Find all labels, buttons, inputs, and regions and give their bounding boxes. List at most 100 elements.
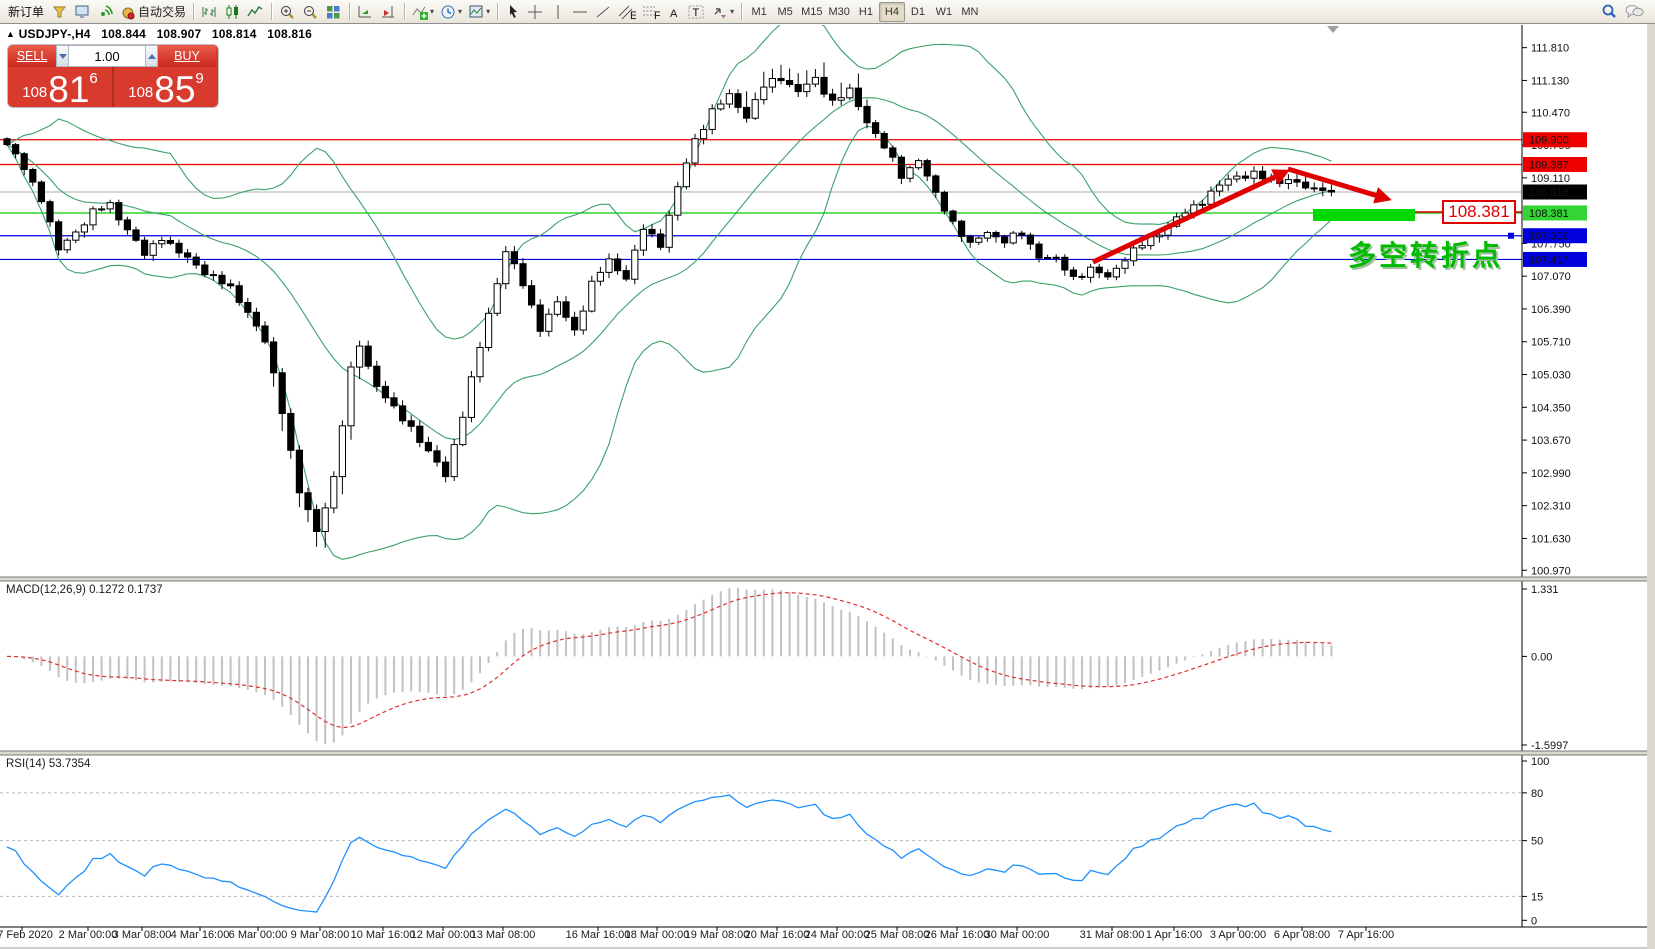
x-axis-label: 19 Mar 08:00 (684, 929, 750, 941)
x-axis-label: 25 Mar 08:00 (864, 929, 930, 941)
buy-button[interactable]: BUY (158, 45, 216, 67)
x-axis-label: 2 Mar 00:00 (58, 929, 118, 941)
svg-text:103.670: 103.670 (1531, 435, 1571, 447)
volume-increase-button[interactable] (145, 45, 158, 67)
chat-button[interactable] (1621, 2, 1647, 22)
terminal-button[interactable] (71, 2, 94, 22)
price-callout-box[interactable]: 108.381 (1442, 200, 1516, 224)
rsi-line (6, 794, 1332, 913)
crosshair-button[interactable] (524, 2, 547, 22)
sell-button[interactable]: SELL (8, 45, 56, 67)
svg-text:105.710: 105.710 (1531, 337, 1571, 349)
search-button[interactable] (1597, 2, 1621, 22)
monitor-icon (75, 5, 89, 18)
periods-button[interactable]: ▾ (437, 2, 465, 22)
text-label-icon: T (688, 5, 704, 19)
zoom-in-icon (281, 5, 294, 19)
metaeditor-button[interactable] (48, 2, 71, 22)
svg-text:104.350: 104.350 (1531, 402, 1571, 414)
volume-decrease-button[interactable] (56, 45, 69, 67)
trendline-button[interactable] (592, 2, 615, 22)
rsi-indicator-label: RSI(14) 53.7354 (6, 758, 90, 770)
x-axis-label: 3 Apr 00:00 (1209, 929, 1267, 941)
separator (497, 3, 499, 20)
signals-button[interactable] (94, 2, 117, 22)
svg-text:0: 0 (1531, 915, 1537, 927)
bull-bear-turning-point-note[interactable]: 多空转折点 (1348, 240, 1504, 271)
buy-price-display[interactable]: 108 85 9 (114, 67, 218, 107)
auto-scroll-button[interactable] (354, 2, 377, 22)
search-icon (1602, 4, 1616, 18)
tf-button-M1[interactable]: M1 (746, 2, 772, 22)
svg-text:109.110: 109.110 (1531, 173, 1570, 185)
chat-bubbles-icon (1625, 5, 1644, 19)
x-axis-label: 30 Mar 00:00 (984, 929, 1050, 941)
tf-button-D1[interactable]: D1 (905, 2, 931, 22)
tile-windows-icon (327, 5, 340, 18)
candlestick-chart-button[interactable] (221, 2, 244, 22)
svg-text:A: A (670, 8, 678, 20)
horizontal-line-icon (573, 11, 588, 12)
text-label-button[interactable]: T (685, 2, 709, 22)
tf-button-M30[interactable]: M30 (826, 2, 853, 22)
separator (193, 3, 195, 20)
clock-icon (441, 5, 455, 18)
x-axis-label: 16 Mar 16:00 (565, 929, 631, 941)
svg-text:T: T (693, 7, 700, 19)
yellow-funnel-icon (52, 6, 67, 17)
x-axis-label: 6 Apr 08:00 (1273, 929, 1331, 941)
chart-shift-marker[interactable] (1327, 26, 1339, 33)
close-value: 108.816 (267, 27, 312, 41)
fibonacci-button[interactable]: F (639, 2, 663, 22)
panel-frames (0, 24, 1655, 949)
rsi-axis[interactable]: 100 80 50 15 0 (1522, 756, 1549, 927)
vertical-line-button[interactable] (547, 2, 569, 22)
volume-input[interactable] (69, 45, 145, 67)
green-highlight-box[interactable] (1313, 209, 1415, 221)
tf-button-MN[interactable]: MN (957, 2, 983, 22)
zoom-in-button[interactable] (276, 2, 299, 22)
tf-button-M5[interactable]: M5 (772, 2, 798, 22)
horizontal-line-button[interactable] (569, 2, 592, 22)
new-order-button[interactable]: 新订单 (4, 2, 48, 22)
macd-histogram (6, 588, 1333, 744)
high-value: 108.907 (156, 27, 202, 41)
arrows-button[interactable]: ▾ (709, 2, 737, 22)
templates-button[interactable]: ▾ (465, 2, 493, 22)
svg-text:101.630: 101.630 (1531, 533, 1571, 545)
trend-arrows[interactable] (1091, 166, 1392, 265)
line-chart-button[interactable] (244, 2, 267, 22)
vertical-line-icon (557, 4, 559, 19)
svg-text:109.900: 109.900 (1529, 135, 1569, 147)
buy-price-head: 108 (128, 84, 154, 101)
macd-axis[interactable]: 1.331 0.00 -1.5997 (1522, 584, 1568, 752)
tf-button-H1[interactable]: H1 (853, 2, 879, 22)
svg-text:107.909: 107.909 (1529, 231, 1569, 243)
toolbar: 新订单 自动交易 (0, 0, 1655, 24)
svg-text:111.810: 111.810 (1531, 43, 1569, 55)
template-icon (469, 5, 483, 17)
equidistant-channel-button[interactable]: E (615, 2, 639, 22)
chart-shift-button[interactable] (377, 2, 400, 22)
tile-windows-button[interactable] (322, 2, 345, 22)
zoom-out-button[interactable] (299, 2, 322, 22)
crosshair-icon (528, 4, 543, 19)
cursor-button[interactable] (502, 2, 524, 22)
indicators-button[interactable]: ▾ (409, 2, 437, 22)
tf-button-M15[interactable]: M15 (798, 2, 825, 22)
macd-indicator-label: MACD(12,26,9) 0.1272 0.1737 (6, 584, 163, 596)
bar-chart-button[interactable] (198, 2, 221, 22)
price-axis[interactable]: 111.810111.130110.470109.790109.110107.7… (1522, 43, 1587, 578)
tf-button-H4[interactable]: H4 (878, 1, 905, 22)
open-value: 108.844 (101, 27, 147, 41)
svg-text:102.310: 102.310 (1531, 501, 1571, 513)
signal-icon (101, 4, 113, 16)
sell-price-display[interactable]: 108 81 6 (8, 67, 114, 107)
svg-text:102.990: 102.990 (1531, 468, 1571, 480)
text-button[interactable]: A (663, 2, 685, 22)
horizontal-line-objects[interactable] (0, 139, 1522, 261)
tf-button-W1[interactable]: W1 (931, 2, 957, 22)
time-axis[interactable]: 27 Feb 2020 2 Mar 00:003 Mar 08:004 Mar 1… (0, 929, 1655, 947)
auto-trading-button[interactable]: 自动交易 (117, 2, 189, 22)
